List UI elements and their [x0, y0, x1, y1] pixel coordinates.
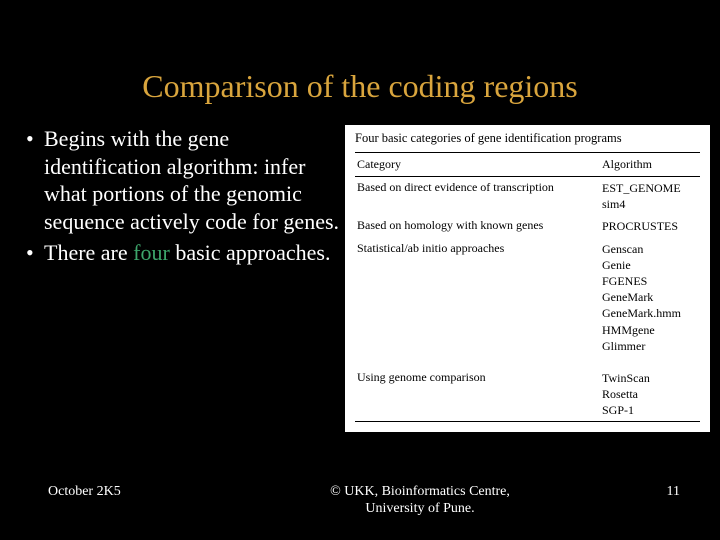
table-row: Based on direct evidence of transcriptio… [355, 177, 700, 215]
categories-table: Four basic categories of gene identifica… [345, 125, 710, 432]
slide-footer: October 2K5 © UKK, Bioinformatics Centre… [0, 484, 720, 518]
table-caption: Four basic categories of gene identifica… [355, 131, 700, 146]
algorithm-name: Genscan [602, 241, 698, 257]
algorithm-name: Genie [602, 257, 698, 273]
algorithm-cell: PROCRUSTES [600, 215, 700, 237]
algorithm-name: FGENES [602, 273, 698, 289]
algorithm-name: SGP-1 [602, 402, 698, 418]
algorithm-name: Rosetta [602, 386, 698, 402]
algorithm-name: TwinScan [602, 370, 698, 386]
slide-title: Comparison of the coding regions [0, 0, 720, 125]
table-header-algorithm: Algorithm [600, 153, 700, 176]
category-cell: Using genome comparison [355, 367, 600, 422]
algorithm-name: Glimmer [602, 338, 698, 354]
bullet-item: There are four basic approaches. [30, 239, 340, 267]
algorithm-name: EST_GENOME [602, 180, 698, 196]
algorithm-cell: EST_GENOMEsim4 [600, 177, 700, 215]
bullet-list: Begins with the gene identification algo… [0, 125, 340, 267]
algorithm-cell: GenscanGenieFGENESGeneMarkGeneMark.hmmHM… [600, 238, 700, 357]
bullet-item: Begins with the gene identification algo… [30, 125, 340, 235]
algorithm-name: GeneMark [602, 289, 698, 305]
footer-attribution: © UKK, Bioinformatics Centre, University… [200, 484, 640, 518]
algorithm-cell: TwinScanRosettaSGP-1 [600, 367, 700, 422]
content-area: Begins with the gene identification algo… [0, 125, 720, 465]
table-body: Category Algorithm Based on direct evide… [355, 152, 700, 422]
algorithm-name: HMMgene [602, 322, 698, 338]
table-row: Statistical/ab initio approachesGenscanG… [355, 238, 700, 357]
bullet-highlight: four [133, 240, 170, 265]
table-header-row: Category Algorithm [355, 152, 700, 177]
bullet-text: Begins with the gene identification algo… [44, 126, 339, 234]
algorithm-name: sim4 [602, 196, 698, 212]
footer-date: October 2K5 [0, 484, 200, 500]
table-row: Based on homology with known genesPROCRU… [355, 215, 700, 237]
table-header-category: Category [355, 153, 600, 176]
slide-number: 11 [640, 484, 720, 500]
bullet-text-pre: There are [44, 240, 133, 265]
category-cell: Statistical/ab initio approaches [355, 238, 600, 357]
bullet-text-post: basic approaches. [170, 240, 331, 265]
category-cell: Based on homology with known genes [355, 215, 600, 237]
category-cell: Based on direct evidence of transcriptio… [355, 177, 600, 215]
algorithm-name: PROCRUSTES [602, 218, 698, 234]
table-row: Using genome comparisonTwinScanRosettaSG… [355, 367, 700, 423]
algorithm-name: GeneMark.hmm [602, 305, 698, 321]
